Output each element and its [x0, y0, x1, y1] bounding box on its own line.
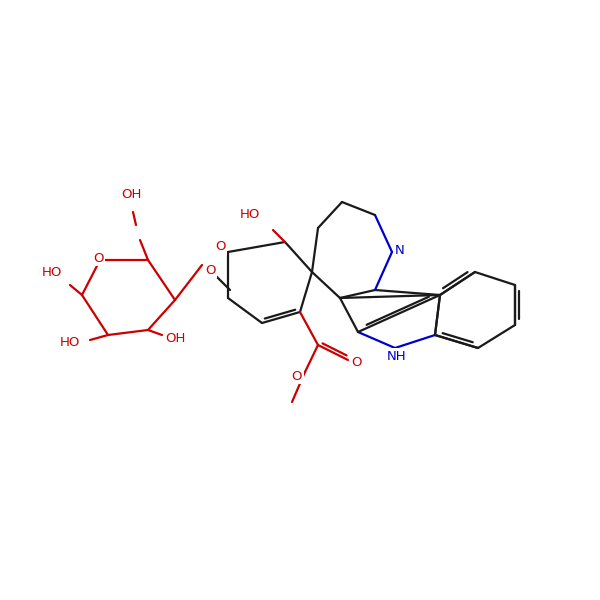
- Text: HO: HO: [240, 208, 260, 221]
- Text: OH: OH: [165, 331, 185, 344]
- Text: HO: HO: [42, 265, 62, 278]
- Text: O: O: [205, 263, 215, 277]
- Text: O: O: [292, 370, 302, 383]
- Text: NH: NH: [387, 349, 407, 362]
- Text: O: O: [351, 355, 361, 368]
- Text: HO: HO: [60, 337, 80, 349]
- Text: O: O: [215, 241, 225, 253]
- Text: O: O: [93, 251, 103, 265]
- Text: OH: OH: [121, 188, 141, 202]
- Text: N: N: [395, 244, 405, 257]
